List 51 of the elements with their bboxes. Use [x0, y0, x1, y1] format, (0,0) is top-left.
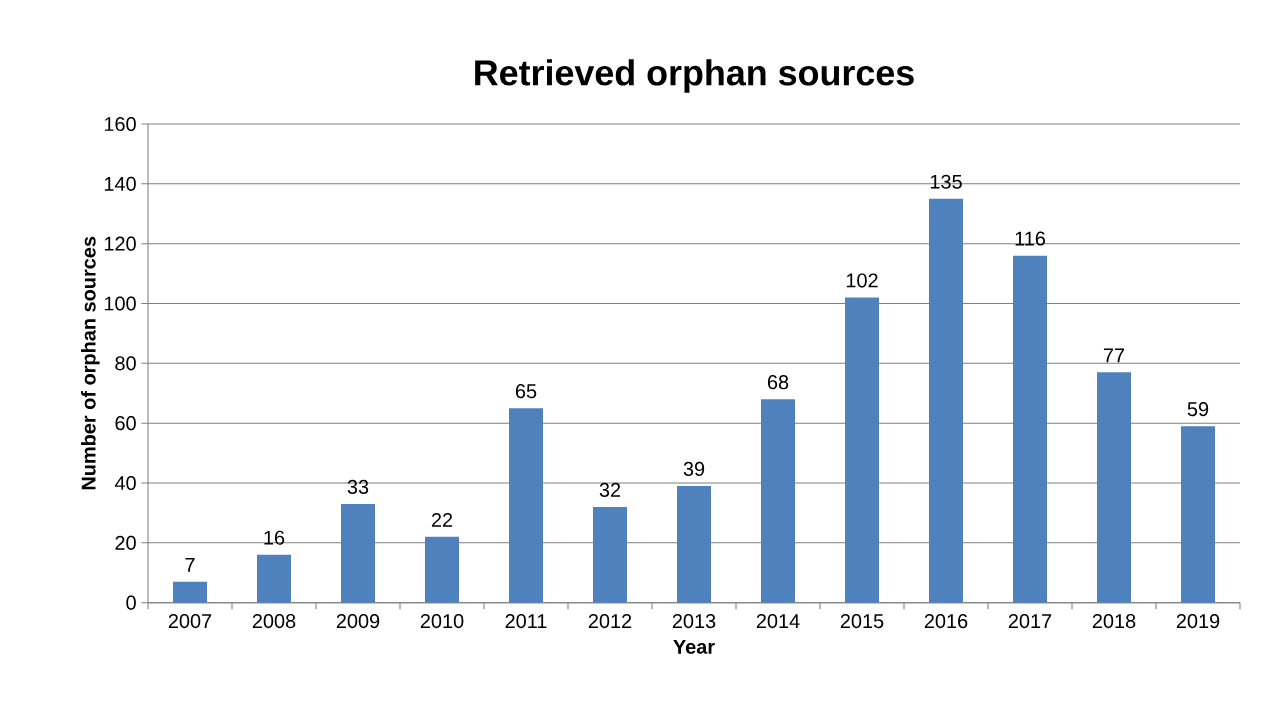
bar — [677, 485, 712, 603]
bar — [593, 506, 628, 603]
x-tick-label: 2016 — [924, 614, 968, 629]
data-label: 65 — [515, 384, 537, 399]
y-tick-label: 120 — [104, 236, 136, 251]
y-tick-label: 0 — [126, 595, 136, 610]
data-label: 68 — [767, 375, 789, 390]
y-tick-label: 40 — [114, 475, 136, 491]
x-tick-label: 2010 — [420, 614, 464, 629]
data-label: 33 — [347, 479, 369, 494]
bar — [425, 536, 460, 603]
data-label: 39 — [683, 461, 705, 476]
x-tick-label: 2013 — [672, 614, 716, 629]
bar — [1181, 426, 1216, 603]
x-tick-label: 2018 — [1092, 614, 1136, 629]
data-label: 32 — [599, 482, 621, 497]
y-tick-label: 20 — [115, 535, 136, 550]
bar — [845, 297, 880, 603]
bar — [341, 503, 376, 603]
data-label: 22 — [431, 512, 453, 527]
bar — [257, 554, 292, 603]
data-label: 116 — [1015, 231, 1046, 246]
x-tick-label: 2014 — [756, 614, 800, 629]
chart-title: Retrieved orphan sources — [475, 59, 914, 93]
y-tick-label: 100 — [104, 296, 136, 311]
x-tick-label: 2011 — [505, 614, 547, 629]
y-tick-label: 160 — [104, 116, 136, 132]
x-tick-label: 2012 — [588, 614, 632, 629]
y-axis-title: Number of orphan sources — [81, 236, 100, 490]
data-label: 135 — [930, 174, 962, 189]
bar — [509, 408, 544, 603]
x-tick-label: 2017 — [1008, 614, 1052, 629]
data-label: 102 — [846, 273, 878, 288]
data-label: 59 — [1187, 402, 1209, 417]
x-tick-label: 2015 — [840, 614, 884, 629]
data-label: 7 — [185, 558, 195, 572]
data-label: 16 — [264, 530, 285, 545]
bar — [173, 581, 207, 603]
bar — [929, 198, 964, 603]
x-tick-label: 2008 — [252, 614, 296, 629]
x-tick-label: 2009 — [336, 614, 380, 629]
data-label: 77 — [1103, 348, 1125, 363]
y-tick-label: 140 — [104, 176, 136, 191]
x-axis-title: Year — [673, 639, 715, 654]
bar — [1013, 255, 1048, 603]
y-tick-label: 80 — [115, 356, 136, 371]
y-tick-label: 60 — [115, 416, 136, 431]
x-tick-label: 2019 — [1176, 614, 1220, 629]
bar — [1097, 372, 1132, 603]
x-tick-label: 2007 — [168, 614, 212, 629]
bar — [761, 399, 796, 603]
